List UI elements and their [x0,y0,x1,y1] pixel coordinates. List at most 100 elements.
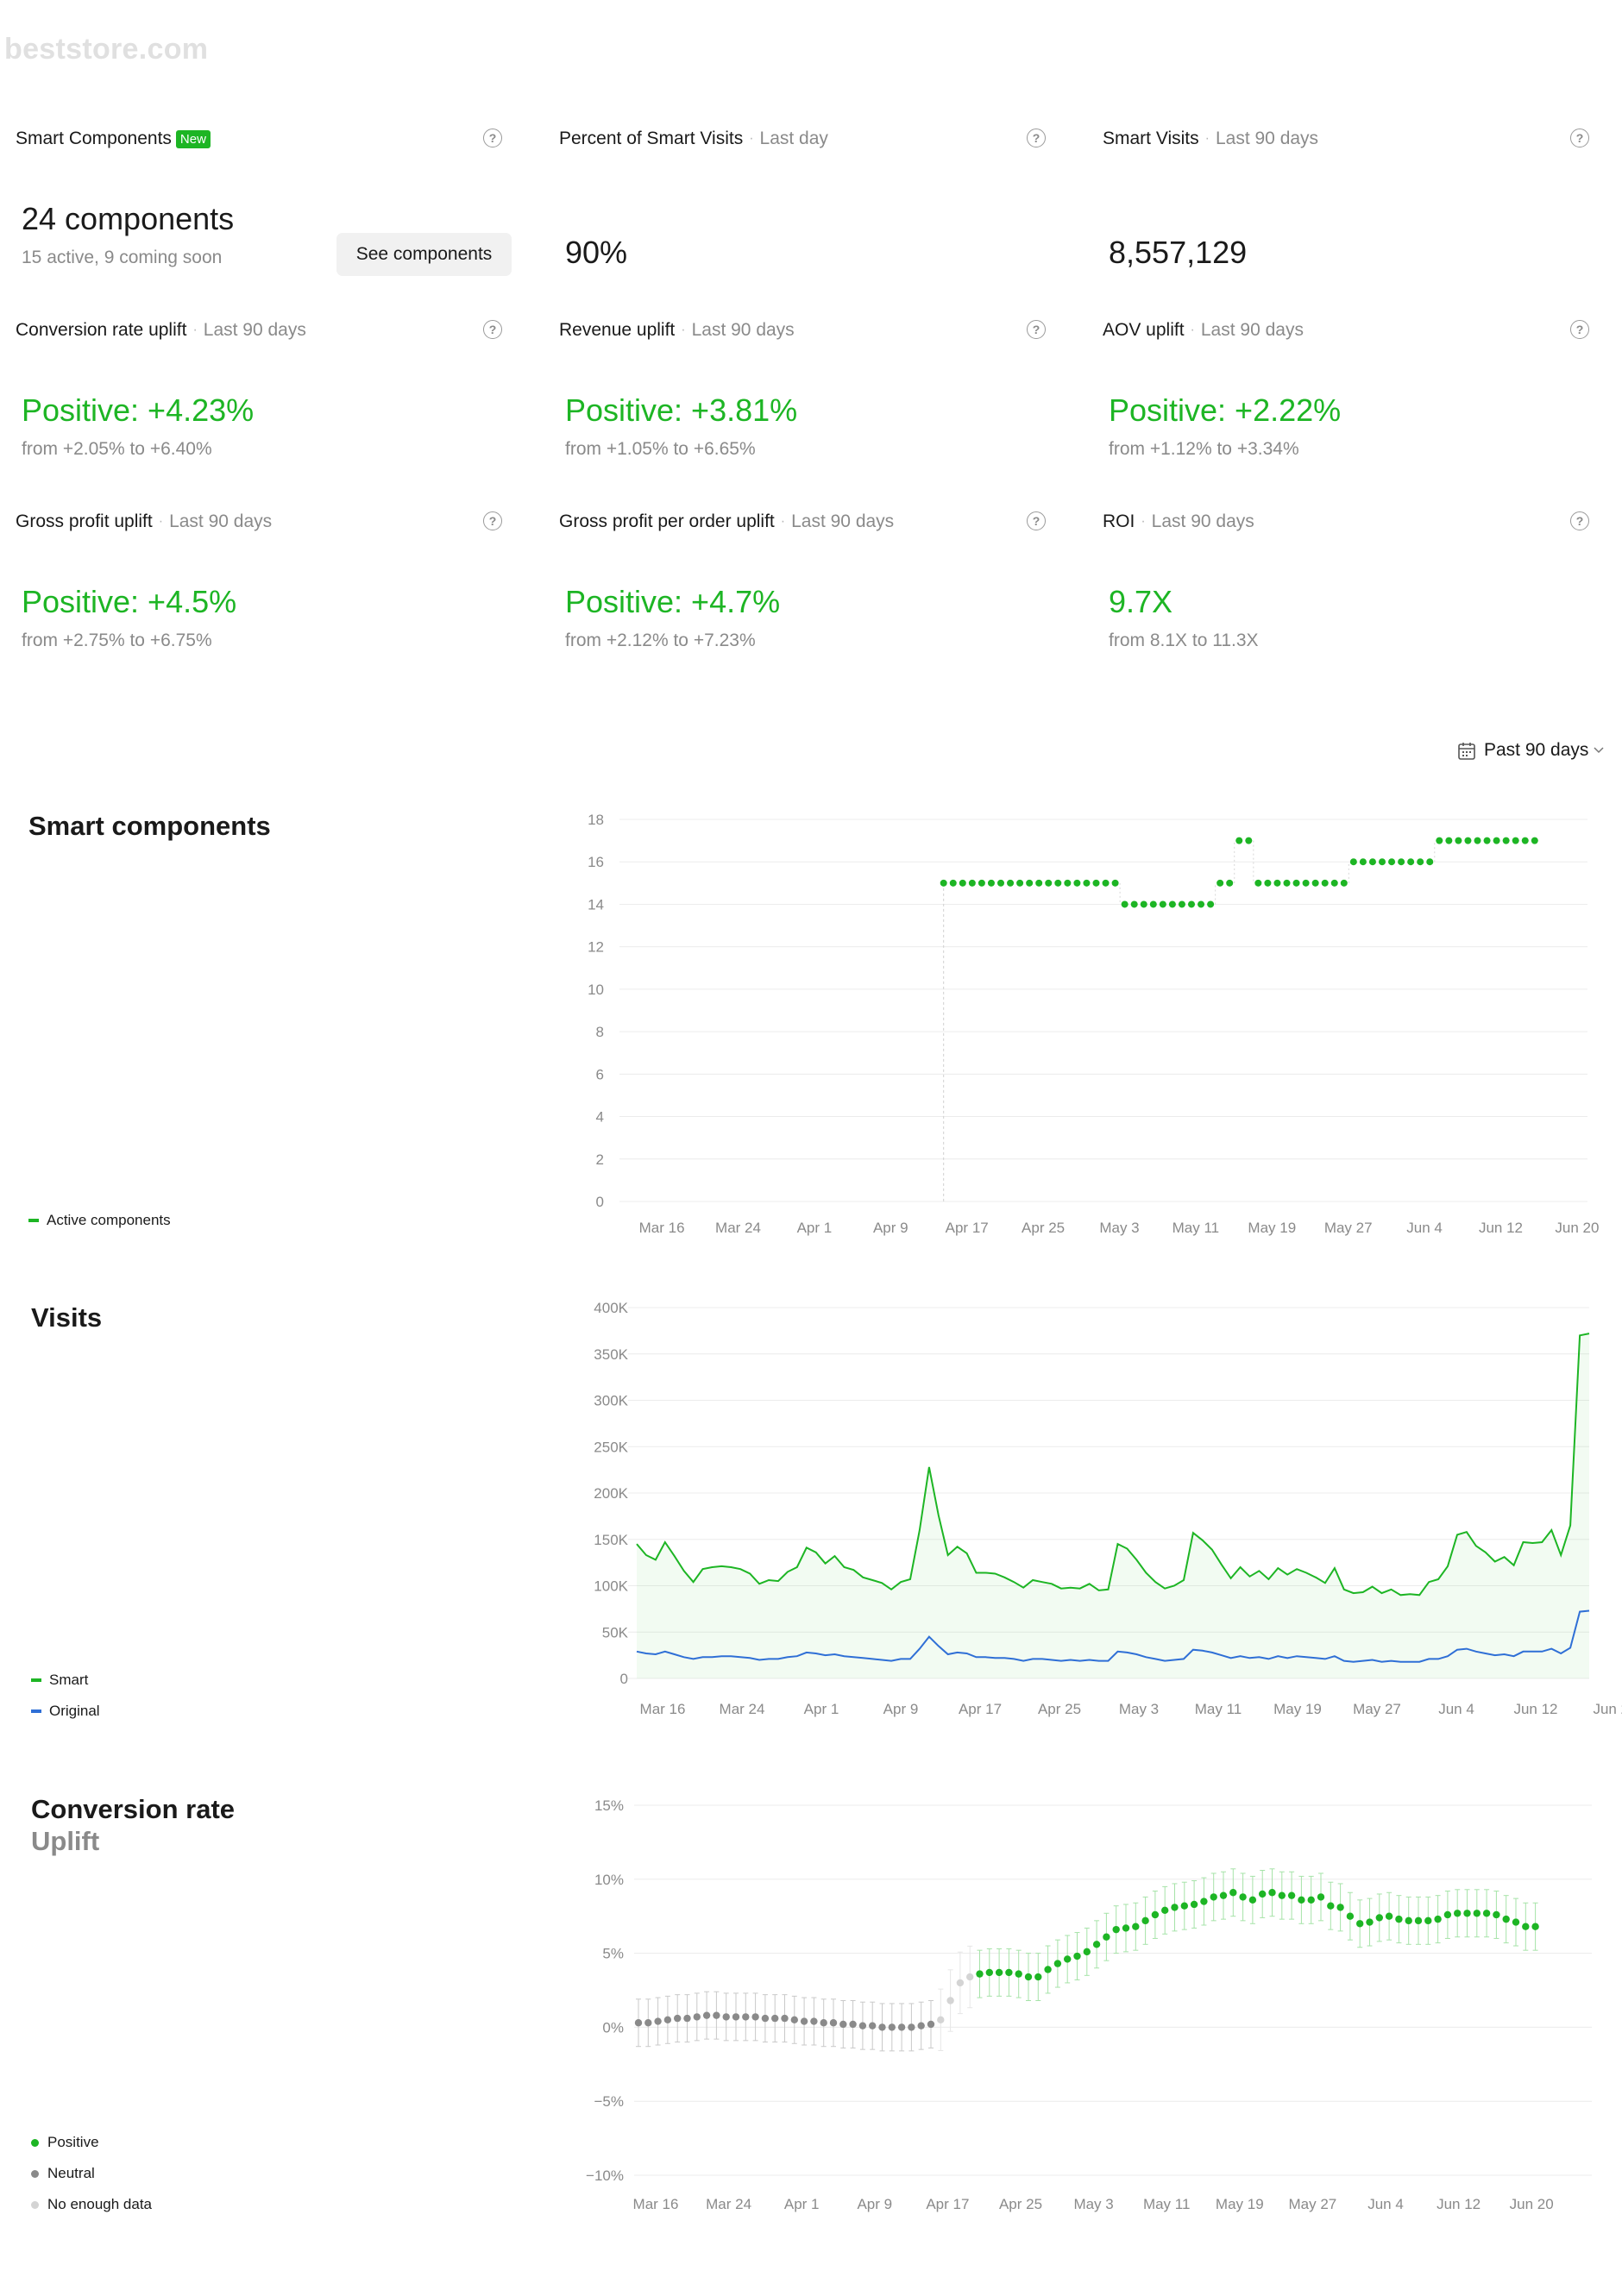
data-point [987,879,995,887]
data-point [654,2017,662,2025]
metric-period: Last day [759,129,828,148]
metric-card-header: Gross profit uplift · Last 90 days? [16,509,502,535]
y-tick-label: 350K [594,1346,628,1363]
metric-range: from +1.05% to +6.65% [565,439,756,459]
data-point [1073,1952,1081,1960]
data-point [1375,1914,1384,1922]
x-tick-label: May 27 [1289,2196,1337,2212]
x-tick-label: Jun 4 [1367,2196,1404,2212]
metric-value: Positive: +4.7% [565,584,781,619]
legend-item: Active components [28,1212,171,1229]
separator-dot: · [1204,131,1210,146]
y-tick-label: 400K [594,1300,628,1316]
x-tick-label: Apr 25 [1022,1220,1065,1236]
metric-period: Last 90 days [169,511,273,531]
y-tick-label: 16 [588,854,604,870]
x-tick-label: May 11 [1143,2196,1191,2212]
data-point [1254,879,1262,887]
y-tick-label: 10 [588,982,604,998]
data-point [1064,879,1072,887]
help-icon[interactable]: ? [1027,320,1046,339]
help-icon[interactable]: ? [1027,129,1046,147]
date-range-picker[interactable]: Past 90 days [1458,737,1604,763]
data-point [869,2022,877,2029]
data-point [1512,837,1519,844]
data-point [1130,900,1138,908]
help-icon[interactable]: ? [1570,511,1589,530]
x-tick-label: Apr 25 [999,2196,1042,2212]
data-point [1005,1968,1013,1977]
help-icon[interactable]: ? [1027,511,1046,530]
help-icon[interactable]: ? [483,511,502,530]
new-badge: New [175,129,211,148]
x-tick-label: Jun 20 [1510,2196,1554,2212]
y-tick-label: 2 [596,1151,604,1168]
data-point [1168,900,1176,908]
x-tick-label: Mar 24 [715,1220,761,1236]
x-tick-label: Mar 16 [639,1220,685,1236]
data-point [1502,1915,1510,1923]
x-tick-label: Apr 9 [873,1220,908,1236]
help-icon[interactable]: ? [483,320,502,339]
data-point [1417,858,1424,866]
x-tick-label: May 3 [1099,1220,1139,1236]
metric-title: Percent of Smart Visits [559,129,744,148]
help-icon[interactable]: ? [483,129,502,147]
legend-item: Smart [31,1672,100,1689]
smart-line [636,1333,1590,1597]
data-point [1044,1966,1052,1973]
help-icon[interactable]: ? [1570,320,1589,339]
x-tick-label: May 19 [1273,1701,1322,1717]
x-tick-label: May 27 [1324,1220,1373,1236]
metric-card: Smart Components New? 24 components 15 acti… [0,112,518,302]
data-point [1178,900,1185,908]
data-point [1493,837,1500,844]
legend-item: Original [31,1703,100,1720]
data-point [1015,1970,1022,1978]
y-tick-label: 5% [602,1946,624,1962]
data-point [1198,900,1205,908]
legend-swatch [28,1219,39,1222]
data-point [800,2017,808,2025]
metric-card-header: Smart Components New? [16,126,502,152]
data-point [1207,900,1215,908]
x-tick-label: May 3 [1073,2196,1113,2212]
data-point [1278,1891,1286,1899]
help-icon[interactable]: ? [1570,129,1589,147]
legend-label: Smart [49,1672,89,1688]
data-point [713,2011,720,2019]
components-section-title: Smart components [28,811,271,841]
x-tick-label: Jun 12 [1513,1701,1557,1717]
see-components-button[interactable]: See components [336,233,512,276]
original-line [636,1609,1590,1663]
x-tick-label: Mar 24 [706,2196,751,2212]
metric-card: AOV uplift · Last 90 days? Positive: +2.22%… [1087,304,1605,493]
site-logo: beststore.com [4,33,209,66]
x-tick-label: May 27 [1353,1701,1401,1717]
data-point [966,1973,974,1981]
data-point [978,879,985,887]
metric-value: Positive: +3.81% [565,392,798,428]
data-point [1092,1941,1101,1948]
y-tick-label: 0% [602,2019,624,2036]
separator-dot: · [192,323,198,337]
data-point [1219,1891,1228,1899]
separator-dot: · [780,514,786,529]
data-point [1307,1896,1315,1904]
metric-range: from +2.12% to +7.23% [565,630,756,650]
metric-period: Last 90 days [203,320,306,340]
data-point [1463,1910,1471,1917]
legend-label: Positive [47,2134,99,2150]
data-point [702,2011,711,2019]
data-point [1264,879,1272,887]
x-tick-label: May 11 [1195,1701,1242,1717]
data-point [1356,1920,1364,1928]
metric-value: 24 components [22,201,235,236]
y-tick-label: 300K [594,1393,628,1409]
metric-range: from +1.12% to +3.34% [1109,439,1299,459]
data-point [1159,900,1166,908]
data-point [820,2019,827,2027]
metric-title: Smart Components [16,129,172,148]
data-point [1366,1918,1374,1926]
components-legend: Active components [28,1212,171,1229]
